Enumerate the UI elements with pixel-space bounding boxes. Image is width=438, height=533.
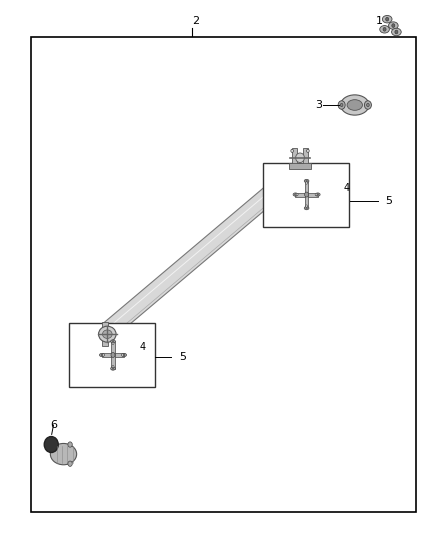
Ellipse shape — [392, 23, 395, 27]
Ellipse shape — [111, 367, 115, 370]
Ellipse shape — [315, 193, 317, 196]
Ellipse shape — [383, 27, 386, 31]
Bar — [303, 148, 308, 167]
Ellipse shape — [304, 192, 309, 197]
Text: 2: 2 — [192, 17, 199, 26]
Bar — [295, 192, 318, 197]
Ellipse shape — [111, 352, 115, 358]
Text: 3: 3 — [315, 100, 322, 110]
Ellipse shape — [306, 180, 307, 182]
Ellipse shape — [306, 207, 307, 209]
Text: 6: 6 — [50, 421, 57, 430]
Ellipse shape — [99, 326, 116, 342]
Ellipse shape — [367, 103, 369, 107]
Ellipse shape — [341, 95, 369, 115]
Text: 1: 1 — [376, 17, 383, 26]
Ellipse shape — [304, 179, 309, 183]
Bar — [305, 181, 308, 208]
Ellipse shape — [124, 354, 125, 356]
Bar — [31, 37, 416, 512]
Ellipse shape — [122, 353, 127, 357]
Ellipse shape — [99, 353, 104, 357]
Ellipse shape — [364, 101, 371, 109]
Ellipse shape — [306, 182, 307, 184]
Bar — [263, 163, 349, 227]
Text: 4: 4 — [344, 183, 350, 192]
Text: 5: 5 — [385, 196, 392, 206]
Ellipse shape — [340, 103, 343, 107]
Bar — [102, 322, 108, 333]
Ellipse shape — [68, 461, 72, 466]
Ellipse shape — [307, 149, 309, 152]
Bar — [102, 353, 124, 357]
Ellipse shape — [385, 17, 389, 21]
Ellipse shape — [315, 193, 320, 196]
Ellipse shape — [317, 193, 318, 196]
Ellipse shape — [111, 340, 115, 343]
Ellipse shape — [291, 149, 293, 152]
Ellipse shape — [293, 193, 298, 196]
Bar — [289, 163, 311, 169]
Ellipse shape — [380, 26, 389, 33]
Ellipse shape — [112, 341, 114, 342]
Bar — [102, 335, 108, 346]
Ellipse shape — [347, 100, 363, 110]
Ellipse shape — [112, 365, 114, 368]
Ellipse shape — [395, 30, 398, 34]
Ellipse shape — [121, 354, 124, 356]
Ellipse shape — [296, 193, 298, 196]
Ellipse shape — [101, 354, 102, 356]
Text: 5: 5 — [179, 352, 186, 361]
Ellipse shape — [68, 442, 72, 447]
Ellipse shape — [50, 443, 77, 465]
Ellipse shape — [44, 437, 58, 453]
Ellipse shape — [296, 153, 304, 163]
Ellipse shape — [102, 330, 112, 338]
Ellipse shape — [392, 28, 401, 36]
Ellipse shape — [304, 206, 309, 210]
Bar — [292, 148, 297, 167]
Polygon shape — [103, 163, 302, 340]
Ellipse shape — [382, 15, 392, 23]
Ellipse shape — [295, 193, 296, 196]
Ellipse shape — [102, 354, 105, 356]
Ellipse shape — [338, 101, 345, 109]
Bar — [69, 323, 155, 387]
Ellipse shape — [306, 205, 307, 207]
Bar — [111, 342, 115, 369]
Ellipse shape — [389, 22, 398, 29]
Ellipse shape — [112, 342, 114, 345]
Ellipse shape — [112, 368, 114, 369]
Text: 4: 4 — [139, 342, 145, 352]
